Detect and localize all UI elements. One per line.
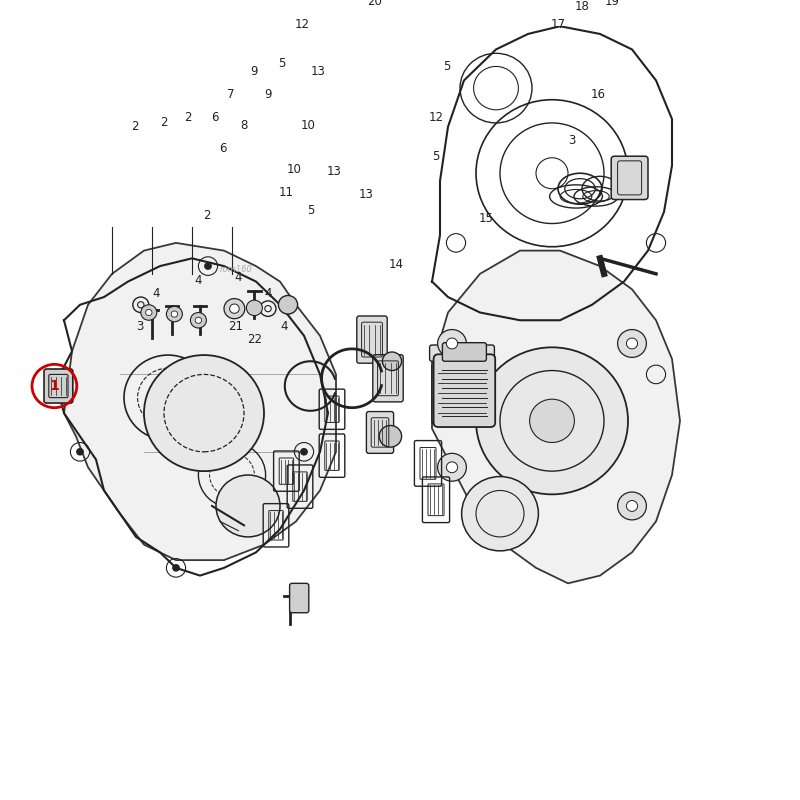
Text: rom160: rom160 (219, 266, 253, 274)
Circle shape (173, 565, 179, 571)
Circle shape (618, 330, 646, 358)
Text: 13: 13 (327, 165, 342, 178)
Circle shape (618, 492, 646, 520)
Circle shape (382, 352, 402, 370)
Circle shape (230, 304, 239, 314)
Circle shape (144, 355, 264, 471)
Text: 13: 13 (359, 188, 374, 202)
Text: 12: 12 (429, 111, 443, 124)
Circle shape (438, 454, 466, 481)
Circle shape (446, 338, 458, 349)
Text: 1: 1 (50, 379, 59, 393)
Text: 10: 10 (301, 118, 315, 132)
Text: 4: 4 (152, 286, 160, 300)
Circle shape (438, 330, 466, 358)
Polygon shape (432, 250, 680, 583)
Text: 21: 21 (229, 320, 243, 333)
Text: 11: 11 (279, 186, 294, 199)
Text: 5: 5 (442, 60, 450, 73)
Text: 4: 4 (234, 271, 242, 284)
FancyBboxPatch shape (611, 156, 648, 199)
Circle shape (141, 305, 157, 320)
Text: 8: 8 (240, 118, 248, 132)
Circle shape (171, 311, 178, 317)
FancyBboxPatch shape (357, 316, 387, 363)
Circle shape (190, 313, 206, 328)
Text: 10: 10 (287, 163, 302, 176)
Circle shape (216, 475, 280, 537)
Text: 13: 13 (311, 65, 326, 78)
Circle shape (301, 449, 307, 455)
Text: 12: 12 (295, 18, 310, 31)
Circle shape (195, 317, 202, 323)
Circle shape (205, 263, 211, 269)
FancyBboxPatch shape (373, 354, 403, 402)
Text: 4: 4 (280, 320, 288, 333)
Text: 7: 7 (226, 88, 234, 101)
Text: 3: 3 (136, 320, 144, 333)
Text: 16: 16 (591, 88, 606, 101)
Circle shape (379, 426, 402, 447)
FancyBboxPatch shape (430, 345, 494, 362)
Text: 18: 18 (575, 0, 590, 14)
Circle shape (166, 306, 182, 322)
Circle shape (626, 501, 638, 511)
Text: 20: 20 (367, 0, 382, 8)
Circle shape (476, 347, 628, 494)
Text: 6: 6 (210, 111, 218, 124)
Circle shape (462, 477, 538, 551)
Circle shape (246, 300, 262, 316)
Polygon shape (64, 243, 336, 560)
Text: 19: 19 (605, 0, 619, 8)
FancyBboxPatch shape (44, 369, 73, 403)
Circle shape (626, 338, 638, 349)
Circle shape (146, 310, 152, 316)
FancyBboxPatch shape (290, 583, 309, 613)
FancyBboxPatch shape (434, 354, 495, 427)
Text: 2: 2 (184, 111, 192, 124)
Text: 6: 6 (218, 142, 226, 155)
Text: 14: 14 (389, 258, 403, 271)
Text: 2: 2 (130, 120, 138, 134)
Text: 5: 5 (306, 204, 314, 217)
Text: 9: 9 (264, 88, 272, 101)
Text: 22: 22 (247, 333, 262, 346)
Circle shape (530, 399, 574, 442)
Circle shape (278, 295, 298, 314)
Text: 5: 5 (278, 57, 286, 70)
Text: 3: 3 (568, 134, 576, 147)
Circle shape (224, 298, 245, 318)
Text: 2: 2 (160, 117, 168, 130)
Circle shape (77, 449, 83, 455)
FancyBboxPatch shape (366, 411, 394, 454)
Text: 4: 4 (194, 274, 202, 286)
Text: 9: 9 (250, 65, 258, 78)
Text: 17: 17 (551, 18, 566, 31)
Text: 15: 15 (479, 212, 494, 225)
FancyBboxPatch shape (432, 355, 492, 425)
Text: 2: 2 (202, 210, 210, 222)
Circle shape (446, 462, 458, 473)
Text: 4: 4 (264, 286, 272, 300)
Text: 5: 5 (432, 150, 440, 162)
FancyBboxPatch shape (442, 342, 486, 362)
